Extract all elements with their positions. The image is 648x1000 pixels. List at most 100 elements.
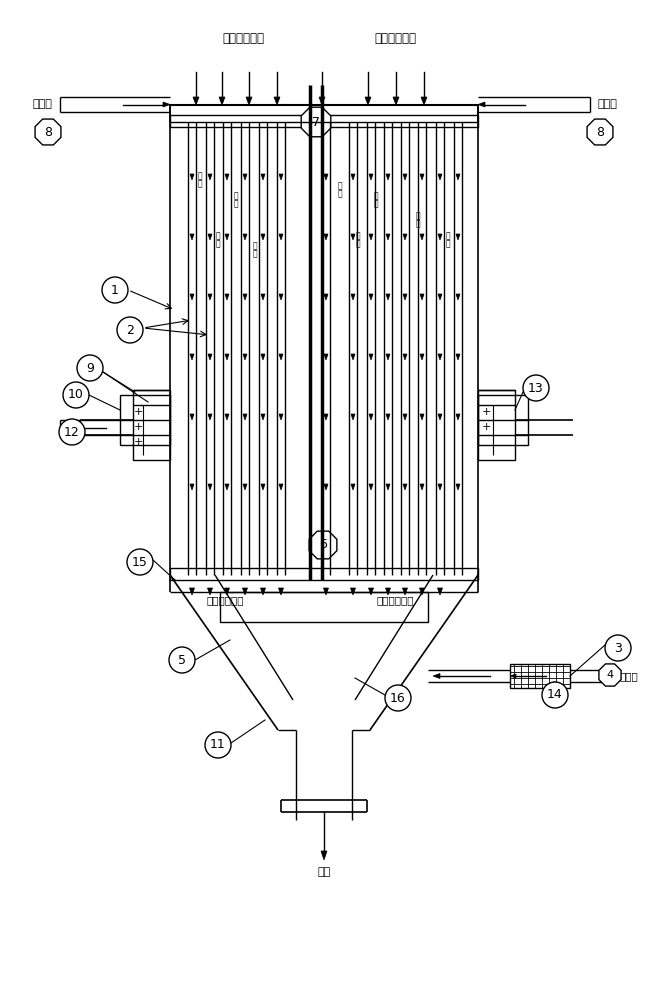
Polygon shape — [190, 354, 194, 360]
Polygon shape — [420, 354, 424, 360]
Text: 8: 8 — [44, 125, 52, 138]
Polygon shape — [60, 426, 66, 430]
Polygon shape — [323, 588, 329, 595]
Polygon shape — [243, 414, 247, 420]
Circle shape — [77, 355, 103, 381]
Polygon shape — [279, 294, 283, 300]
Text: 6: 6 — [319, 538, 327, 552]
Circle shape — [169, 647, 195, 673]
Text: +: + — [481, 407, 491, 417]
Text: 焦
粉: 焦 粉 — [338, 181, 342, 199]
Polygon shape — [207, 588, 213, 595]
Polygon shape — [208, 414, 212, 420]
Polygon shape — [279, 588, 284, 595]
Polygon shape — [386, 174, 390, 180]
Polygon shape — [403, 234, 407, 240]
Polygon shape — [189, 588, 194, 595]
Polygon shape — [420, 484, 424, 490]
Bar — [120, 395, 170, 445]
Polygon shape — [190, 234, 194, 240]
Polygon shape — [403, 174, 407, 180]
Text: 11: 11 — [210, 738, 226, 752]
Polygon shape — [261, 174, 265, 180]
Polygon shape — [393, 97, 399, 105]
Text: 焦
粉: 焦 粉 — [415, 211, 421, 229]
Polygon shape — [369, 354, 373, 360]
Polygon shape — [224, 588, 229, 595]
Polygon shape — [225, 354, 229, 360]
Polygon shape — [421, 97, 427, 105]
Polygon shape — [419, 588, 424, 595]
Text: 焦粉: 焦粉 — [318, 867, 330, 877]
Bar — [170, 115, 478, 127]
Polygon shape — [351, 234, 355, 240]
Text: 冷却水: 冷却水 — [32, 100, 52, 109]
Circle shape — [102, 277, 128, 303]
Polygon shape — [190, 414, 194, 420]
Polygon shape — [351, 588, 356, 595]
Text: +: + — [133, 437, 143, 447]
Bar — [478, 395, 528, 445]
Polygon shape — [478, 102, 485, 107]
Polygon shape — [403, 484, 407, 490]
Polygon shape — [261, 354, 265, 360]
Polygon shape — [437, 588, 443, 595]
Circle shape — [59, 419, 85, 445]
Text: 5: 5 — [178, 654, 186, 666]
Polygon shape — [324, 414, 328, 420]
Polygon shape — [386, 414, 390, 420]
Polygon shape — [438, 414, 442, 420]
Polygon shape — [351, 294, 355, 300]
Polygon shape — [243, 484, 247, 490]
Polygon shape — [369, 174, 373, 180]
Polygon shape — [193, 97, 199, 105]
Polygon shape — [243, 234, 247, 240]
Polygon shape — [324, 234, 328, 240]
Polygon shape — [587, 119, 613, 145]
Polygon shape — [225, 234, 229, 240]
Polygon shape — [369, 484, 373, 490]
Polygon shape — [324, 294, 328, 300]
Polygon shape — [420, 294, 424, 300]
Polygon shape — [243, 354, 247, 360]
Polygon shape — [208, 354, 212, 360]
Polygon shape — [261, 414, 265, 420]
Text: 15: 15 — [132, 556, 148, 568]
Text: 焦
粉: 焦 粉 — [374, 191, 378, 209]
Polygon shape — [403, 414, 407, 420]
Polygon shape — [274, 97, 280, 105]
Text: 待冷却的焦粉: 待冷却的焦粉 — [374, 31, 416, 44]
Bar — [133, 390, 170, 460]
Polygon shape — [324, 484, 328, 490]
Polygon shape — [433, 674, 440, 678]
Circle shape — [542, 682, 568, 708]
Text: 待冷却的焦粉: 待冷却的焦粉 — [222, 31, 264, 44]
Circle shape — [523, 375, 549, 401]
Circle shape — [63, 382, 89, 408]
Text: 冷却水: 冷却水 — [620, 671, 639, 681]
Polygon shape — [243, 174, 247, 180]
Polygon shape — [190, 174, 194, 180]
Text: +: + — [133, 407, 143, 417]
Polygon shape — [438, 294, 442, 300]
Text: 焦
粉: 焦 粉 — [216, 231, 220, 249]
Polygon shape — [301, 107, 330, 137]
Text: 2: 2 — [126, 324, 134, 336]
Polygon shape — [324, 174, 328, 180]
Polygon shape — [351, 414, 355, 420]
Polygon shape — [386, 354, 390, 360]
Polygon shape — [279, 354, 283, 360]
Polygon shape — [386, 588, 391, 595]
Bar — [170, 568, 478, 580]
Text: 焦
粉: 焦 粉 — [234, 191, 238, 209]
Polygon shape — [321, 851, 327, 860]
Text: 7: 7 — [312, 115, 320, 128]
Polygon shape — [438, 484, 442, 490]
Text: 16: 16 — [390, 692, 406, 704]
Text: 冷却后的焦粉: 冷却后的焦粉 — [206, 595, 244, 605]
Polygon shape — [438, 174, 442, 180]
Polygon shape — [225, 414, 229, 420]
Polygon shape — [324, 354, 328, 360]
Polygon shape — [420, 234, 424, 240]
Polygon shape — [309, 531, 337, 559]
